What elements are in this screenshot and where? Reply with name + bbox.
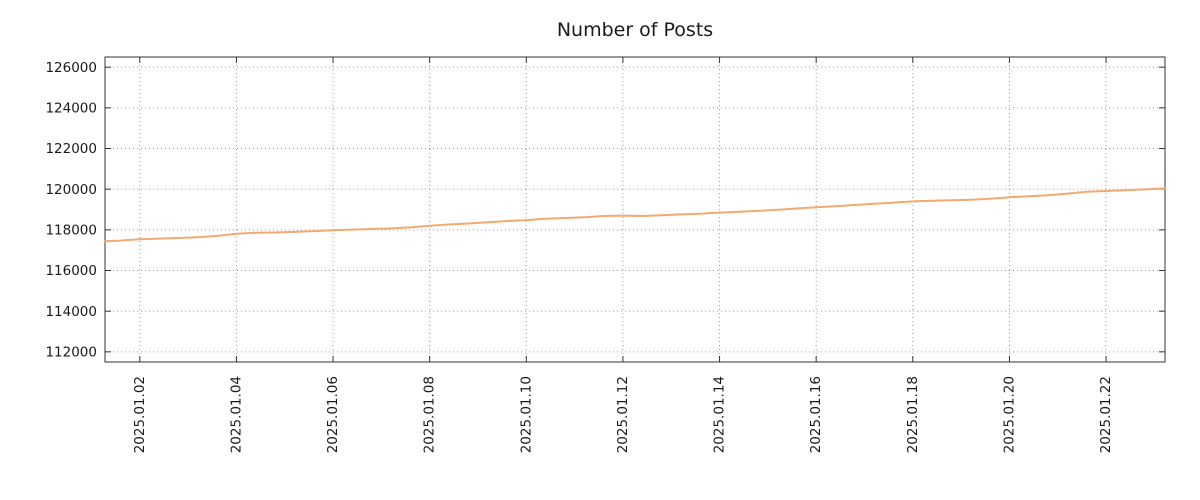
x-tick-label: 2025.01.14: [712, 376, 728, 453]
x-tick-label: 2025.01.06: [325, 376, 341, 453]
y-tick-label: 116000: [45, 263, 97, 279]
y-tick-label: 112000: [45, 344, 97, 360]
x-tick-label: 2025.01.04: [228, 376, 244, 453]
y-tick-label: 126000: [45, 60, 97, 76]
y-axis-labels: 112000 114000 116000 118000 120000 122000 1240…: [45, 60, 97, 361]
chart-border: [104, 56, 1166, 363]
y-tick-label: 122000: [45, 141, 97, 157]
x-tick-label: 2025.01.20: [1001, 376, 1017, 453]
x-tick-label: 2025.01.10: [518, 376, 534, 453]
y-tick-label: 124000: [45, 100, 97, 116]
chart-axis-ticks: [105, 57, 1165, 362]
x-tick-label: 2025.01.12: [615, 376, 631, 453]
x-tick-label: 2025.01.22: [1098, 376, 1114, 453]
x-axis-labels: 2025.01.02 2025.01.04 2025.01.06 2025.01.08…: [132, 376, 1114, 453]
x-tick-label: 2025.01.18: [905, 376, 921, 453]
x-tick-label: 2025.01.16: [808, 376, 824, 453]
chart-grid: [105, 57, 1165, 362]
x-tick-label: 2025.01.02: [132, 376, 148, 453]
series-line-posts: [104, 187, 1166, 243]
y-tick-label: 118000: [45, 222, 97, 238]
chart-series-line: [104, 187, 1166, 243]
x-tick-label: 2025.01.08: [422, 376, 438, 453]
chart-title: Number of Posts: [557, 19, 713, 41]
y-tick-label: 120000: [45, 182, 97, 198]
y-tick-label: 114000: [45, 304, 97, 320]
